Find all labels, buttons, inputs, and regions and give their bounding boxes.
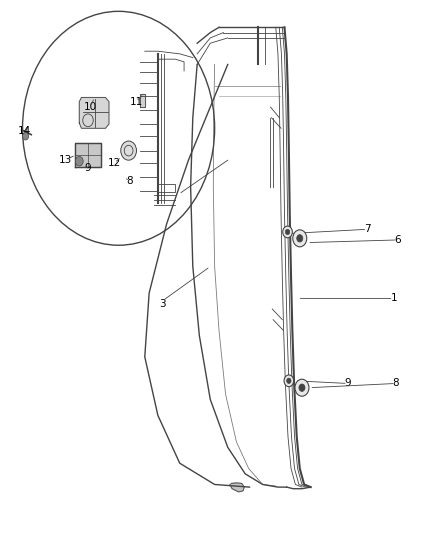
- Text: 12: 12: [108, 158, 121, 168]
- Circle shape: [121, 141, 137, 160]
- Text: 9: 9: [345, 378, 351, 389]
- Text: 8: 8: [392, 378, 399, 389]
- Circle shape: [297, 235, 303, 242]
- Circle shape: [75, 157, 83, 166]
- Text: 1: 1: [390, 293, 397, 303]
- Text: 7: 7: [364, 224, 371, 235]
- Text: 11: 11: [129, 96, 143, 107]
- Circle shape: [287, 378, 291, 383]
- Circle shape: [284, 375, 293, 386]
- Circle shape: [299, 384, 305, 391]
- Polygon shape: [75, 143, 101, 167]
- Circle shape: [286, 229, 290, 235]
- Circle shape: [293, 230, 307, 247]
- Polygon shape: [79, 98, 109, 128]
- Text: 13: 13: [59, 155, 72, 165]
- Circle shape: [295, 379, 309, 396]
- Text: 14: 14: [18, 126, 32, 136]
- Polygon shape: [140, 94, 145, 107]
- Text: 8: 8: [126, 176, 133, 187]
- Polygon shape: [230, 483, 244, 492]
- Text: 9: 9: [85, 163, 92, 173]
- Circle shape: [283, 226, 292, 238]
- Text: 3: 3: [159, 298, 166, 309]
- Text: 6: 6: [395, 235, 401, 245]
- Circle shape: [22, 133, 28, 140]
- Text: 10: 10: [84, 102, 97, 112]
